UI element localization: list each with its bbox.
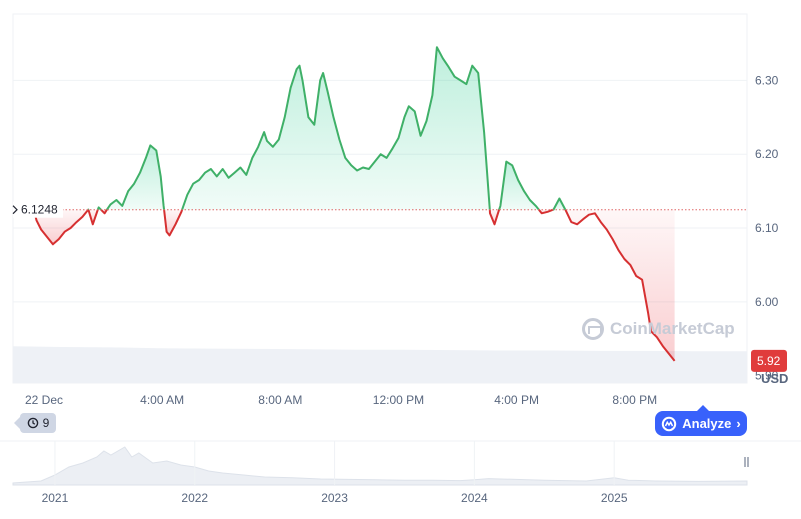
y-tick-label: 6.00 [755,295,779,309]
price-line [32,46,676,362]
navigator-area [12,446,748,486]
history-count: 9 [42,416,50,430]
y-tick-label: 6.30 [755,73,779,87]
x-tick-label: 22 Dec [25,393,63,407]
line-segment-down [564,209,676,362]
area-above-baseline [106,145,165,210]
x-tick-label: 12:00 PM [373,393,424,407]
history-badge[interactable]: 9 [14,413,56,433]
history-icon [27,417,38,429]
y-tick-label: 5.90 [755,369,779,383]
navigator-tick-label: 2025 [601,491,628,505]
area-below-baseline [565,209,675,361]
area-above-baseline [553,198,566,210]
analyze-button[interactable]: Analyze › [655,405,747,436]
navigator[interactable]: 2021 2022 2023 2024 2025 [0,440,801,505]
price-area [33,47,675,361]
line-segment-up [96,206,102,211]
baseline-label: 6.1248 [21,203,58,217]
navigator-tick-label: 2021 [42,491,69,505]
line-segment-up [106,144,166,211]
x-tick-label: 8:00 AM [258,393,302,407]
watermark: CoinMarketCap [582,318,735,340]
cmc-logo-icon [582,318,604,340]
y-tick-label: 6.20 [755,147,779,161]
volume-area [13,346,747,383]
x-tick-label: 4:00 PM [494,393,539,407]
x-axis: 22 Dec 4:00 AM 8:00 AM 12:00 PM 4:00 PM 8:00 … [25,393,657,407]
area-below-baseline [88,209,98,225]
currency-label: USD [761,371,788,386]
area-below-baseline [164,209,183,236]
navigator-tick-label: 2023 [321,491,348,505]
cmc-logo-icon [662,416,677,431]
current-price-badge [751,349,787,372]
analyze-label: Analyze [682,416,732,431]
x-tick-label: 8:00 PM [612,393,657,407]
area-below-baseline [33,209,89,245]
y-tick-label: 6.10 [755,221,779,235]
area-above-baseline [499,161,539,210]
x-tick-label: 4:00 AM [140,393,184,407]
baseline: 6.1248 [12,201,747,218]
line-segment-up [181,46,491,211]
navigator-tick-label: 2024 [461,491,488,505]
navigator-tick-label: 2022 [181,491,208,505]
area-below-baseline [489,209,500,225]
line-segment-down [32,209,89,246]
chevron-right-icon: › [736,416,741,431]
y-axis: 6.30 6.20 6.10 6.00 5.905.92 [751,73,787,383]
watermark-text: CoinMarketCap [610,319,735,338]
line-segment-down [488,209,501,226]
baseline-label-bg [13,201,63,218]
volume-shape [13,346,747,383]
line-segment-down [163,209,184,237]
line-segment-down [538,208,554,215]
current-price-label: 5.92 [757,354,781,368]
line-segment-up [498,160,540,211]
line-segment-down [100,208,108,215]
chevron-right-icon [12,205,18,215]
line-segment-down [87,209,99,226]
